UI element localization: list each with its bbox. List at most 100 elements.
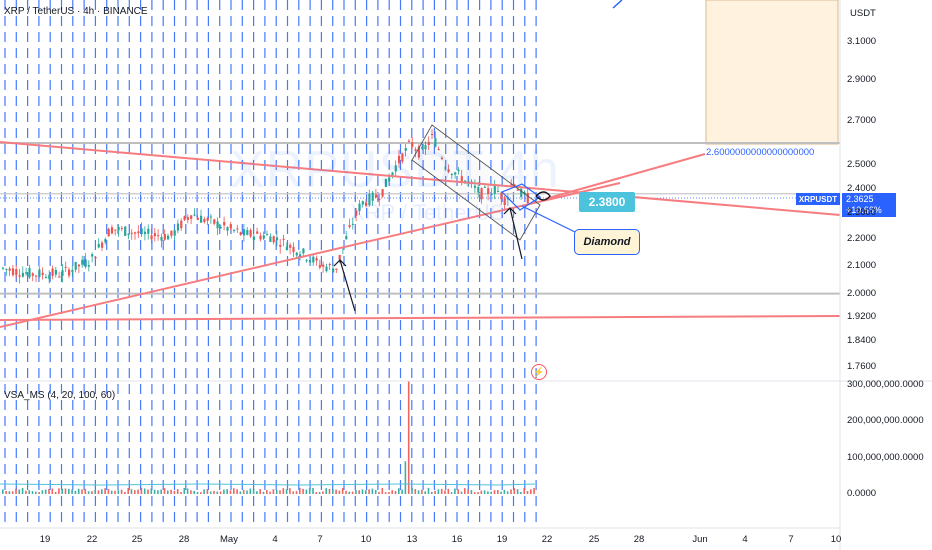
- candle-body: [97, 243, 100, 248]
- volume-bar: [117, 490, 120, 494]
- candle-body: [21, 272, 24, 277]
- candle-body: [226, 227, 229, 231]
- replay-icon[interactable]: ⚡: [531, 364, 547, 380]
- time-tick-label: 28: [633, 534, 645, 545]
- candle-body: [170, 230, 173, 236]
- candle-body: [272, 236, 275, 243]
- candle-body: [223, 221, 226, 226]
- candle-body: [81, 259, 84, 265]
- volume-bar: [87, 491, 90, 494]
- price-change: +10.66%: [846, 205, 882, 215]
- volume-bar: [506, 491, 509, 494]
- candle-body: [38, 269, 41, 277]
- volume-bar: [203, 489, 205, 494]
- price-tick-label: 3.1000: [847, 36, 877, 47]
- volume-bar: [348, 491, 351, 494]
- volume-bar: [295, 491, 298, 494]
- candle-body: [394, 165, 397, 172]
- candle-body: [444, 167, 447, 169]
- candle-body: [242, 229, 246, 236]
- time-tick-label: 28: [178, 534, 190, 545]
- diamond-annotation[interactable]: Diamond: [574, 229, 640, 255]
- level-text: 2.6000000000000000000: [706, 147, 815, 158]
- candle-body: [71, 269, 74, 272]
- volume-bar: [530, 489, 532, 494]
- volume-bar: [5, 490, 7, 494]
- volume-bar: [427, 487, 430, 494]
- time-tick-label: 25: [131, 534, 143, 545]
- volume-bar: [71, 489, 73, 494]
- candle-body: [74, 261, 77, 270]
- price-unit-label[interactable]: USDT: [850, 8, 876, 19]
- volume-bar: [48, 488, 50, 494]
- volume-bar: [490, 491, 492, 494]
- volume-bar: [516, 489, 519, 494]
- candle-body: [526, 192, 529, 204]
- volume-bar: [209, 491, 212, 494]
- candle-body: [249, 230, 252, 237]
- volume-bar: [493, 490, 496, 494]
- volume-bar: [391, 490, 393, 494]
- volume-bar: [497, 490, 499, 494]
- volume-bar: [407, 381, 410, 494]
- arrow-head: [333, 259, 347, 267]
- candle-body: [398, 155, 401, 164]
- candle-body: [368, 193, 371, 206]
- volume-bar: [163, 488, 166, 494]
- volume-bar: [246, 490, 248, 494]
- volume-bar: [431, 491, 433, 494]
- volume-bar: [437, 489, 440, 494]
- price-annotation[interactable]: 2.3800: [579, 192, 635, 212]
- volume-bars: [0, 381, 536, 494]
- candle-body: [414, 149, 417, 151]
- volume-bar: [190, 490, 192, 494]
- last-price-tag: 2.3625 +10.66%: [842, 193, 896, 217]
- volume-bar: [38, 492, 40, 494]
- volume-bar: [345, 490, 347, 494]
- time-tick-label: 10: [830, 534, 842, 545]
- volume-bar: [239, 491, 242, 494]
- volume-bar: [206, 489, 209, 494]
- candle-body: [44, 277, 48, 279]
- candle-body: [209, 216, 213, 218]
- volume-bar: [315, 492, 318, 494]
- symbol-title[interactable]: XRP / TetherUS · 4h · BINANCE: [4, 6, 148, 17]
- volume-bar: [526, 491, 529, 494]
- volume-bar: [341, 488, 344, 494]
- candle-body: [450, 173, 453, 175]
- volume-bar: [8, 491, 11, 494]
- candle-body: [325, 266, 328, 272]
- price-tick-label: 2.2000: [847, 232, 877, 244]
- candle-body: [180, 220, 183, 229]
- trendlines: [0, 0, 841, 328]
- volume-bar: [312, 487, 314, 494]
- candle-body: [361, 201, 364, 205]
- volume-bar: [325, 488, 327, 494]
- candle-body: [407, 140, 411, 142]
- candle-body: [503, 197, 506, 206]
- volume-bar: [160, 489, 162, 494]
- volume-bar: [444, 490, 446, 494]
- candle-body: [437, 149, 440, 151]
- volume-bar: [480, 490, 483, 494]
- time-tick-label: 4: [742, 534, 748, 545]
- price-tick-label: 2.7000: [847, 115, 877, 127]
- volume-tick-label: 200,000,000.0000: [847, 415, 924, 427]
- candle-body: [256, 231, 259, 234]
- candle-body: [216, 221, 219, 229]
- indicator-label[interactable]: VSA_MS (4, 20, 100, 60): [4, 390, 116, 401]
- candle-body: [193, 214, 196, 216]
- symbol-price-tag: XRPUSDT: [796, 193, 840, 205]
- volume-bar: [421, 489, 423, 494]
- price-tick-label: 1.8400: [847, 335, 877, 347]
- volume-bar: [500, 491, 502, 494]
- volume-bar: [226, 489, 228, 494]
- volume-bar: [77, 488, 80, 494]
- volume-bar: [417, 490, 420, 494]
- candle-body: [457, 169, 460, 172]
- candle-body: [266, 234, 269, 236]
- volume-bar: [137, 489, 139, 494]
- volume-bar: [107, 489, 110, 494]
- candle-body: [28, 267, 31, 278]
